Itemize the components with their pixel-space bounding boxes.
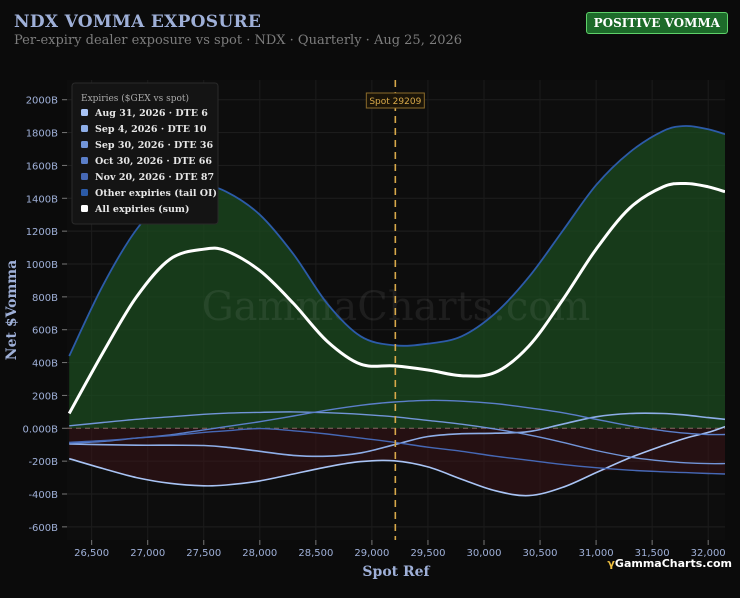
x-tick-label: 29,500 [410,548,445,559]
y-tick-label: 1800B [26,129,58,140]
y-tick-label: 1200B [26,227,58,238]
x-tick-label: 26,500 [74,548,109,559]
x-tick-label: 31,000 [579,548,614,559]
legend-entry-label: Nov 20, 2026 · DTE 87 [95,172,214,183]
x-tick-label: 30,500 [523,548,558,559]
brand-logo: γGammaCharts.com [607,557,732,570]
y-axis-ticks: -600B -400B -200B 0.000B 200B 400B 600B 800B 100… [23,96,67,534]
page-subtitle: Per-expiry dealer exposure vs spot · NDX… [14,33,463,48]
spot-label: Spot 29209 [369,97,421,107]
spot-label-box [365,92,425,109]
legend-swatch [81,109,88,116]
legend: Expiries ($GEX vs spot) Aug 31, 2026 · D… [71,82,219,225]
y-tick-label: -200B [28,457,58,468]
y-tick-label: 200B [32,391,58,402]
x-tick-label: 27,500 [186,548,221,559]
x-tick-label: 27,000 [130,548,165,559]
legend-entry-label: All expiries (sum) [94,204,189,215]
x-tick-label: 31,500 [635,548,670,559]
legend-entry-label: Oct 30, 2026 · DTE 66 [95,156,212,167]
legend-swatch [81,125,88,132]
fill-areas [69,125,725,496]
x-tick-label: 30,000 [466,548,501,559]
legend-title: Expiries ($GEX vs spot) [81,93,189,104]
legend-box [71,82,219,225]
y-axis-label: Net $Vomma [4,260,20,360]
series-line-s3 [69,411,725,465]
x-axis-label: Spot Ref [362,564,430,580]
legend-entry-label: Aug 31, 2026 · DTE 6 [94,108,208,119]
legend-swatch [81,157,88,164]
series-line-sum [67,181,725,415]
y-tick-label: 1600B [26,161,58,172]
y-tick-label: 0.000B [23,424,59,435]
y-tick-label: 800B [32,293,58,304]
logo-icon: γ [607,557,615,570]
legend-entry-label: Other expiries (tail OI) [95,188,217,199]
x-axis-ticks: 26,500 27,000 27,500 28,000 28,500 29,000 29,5… [74,540,726,559]
series-line-s1 [68,425,725,497]
series-line-s5 [69,427,725,475]
y-tick-label: 600B [32,326,58,337]
legend-swatch [81,189,88,196]
y-tick-label: 1400B [26,194,58,205]
y-tick-label: -600B [28,523,58,534]
y-tick-label: 1000B [26,260,58,271]
x-tick-label: 32,000 [691,548,726,559]
status-badge: POSITIVE VOMMA [585,12,728,34]
y-tick-label: -400B [28,490,58,501]
x-tick-label: 28,000 [242,548,277,559]
legend-entry-label: Sep 30, 2026 · DTE 36 [95,140,214,151]
series-line-s4 [69,399,725,444]
x-tick-label: 28,500 [298,548,333,559]
positive-fill-area [69,125,725,429]
brand-text: GammaCharts.com [614,557,732,570]
legend-swatch [81,141,88,148]
negative-fill-area [69,428,725,496]
legend-entries: Aug 31, 2026 · DTE 6 Sep 4, 2026 · DTE 10… [81,108,217,215]
page-title: NDX VOMMA EXPOSURE [14,12,262,32]
legend-swatch [81,173,88,180]
y-tick-label: 400B [32,359,58,370]
legend-entry-label: Sep 4, 2026 · DTE 10 [95,124,207,135]
legend-swatch [81,205,88,212]
series-line-s2 [69,412,725,458]
x-tick-label: 29,000 [354,548,389,559]
y-tick-label: 2000B [26,96,58,107]
